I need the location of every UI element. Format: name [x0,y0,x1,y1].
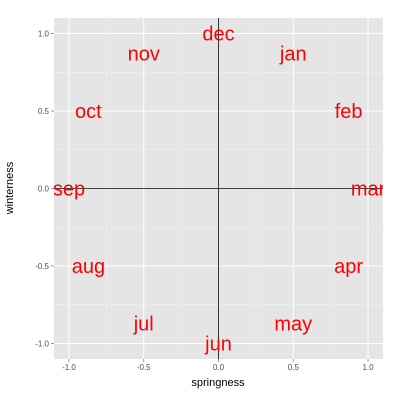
y-tick-label: -0.5 [35,262,49,271]
point-label-jun: jun [204,334,232,356]
reference-lines [54,18,383,359]
y-tick-label: 0.0 [38,185,50,194]
point-label-sep: sep [53,179,85,201]
x-tick-label: 0.5 [288,363,300,372]
y-tick-label: 0.5 [38,107,50,116]
point-labels: jan feb mar apr may jun jul aug sep oct nov dec [53,24,386,356]
y-tick-label: -1.0 [35,340,49,349]
point-label-jul: jul [133,313,154,335]
point-label-oct: oct [75,101,102,123]
point-label-jan: jan [279,44,307,66]
y-axis-title: winterness [4,161,16,215]
point-label-mar: mar [351,179,386,201]
point-label-apr: apr [334,256,363,278]
x-tick-label: -1.0 [62,363,76,372]
point-label-feb: feb [335,101,363,123]
x-tick-label: -0.5 [137,363,151,372]
point-label-dec: dec [202,24,234,46]
x-tick-label: 1.0 [362,363,374,372]
x-axis-title: springness [191,377,245,389]
point-label-may: may [274,313,312,335]
point-label-nov: nov [128,44,160,66]
point-label-aug: aug [72,256,105,278]
axis-ticks: -1.0 -0.5 0.0 0.5 1.0 -1.0 -0.5 0.0 0.5 1.0 [35,30,374,373]
x-tick-label: 0.0 [213,363,225,372]
y-tick-label: 1.0 [38,30,50,39]
